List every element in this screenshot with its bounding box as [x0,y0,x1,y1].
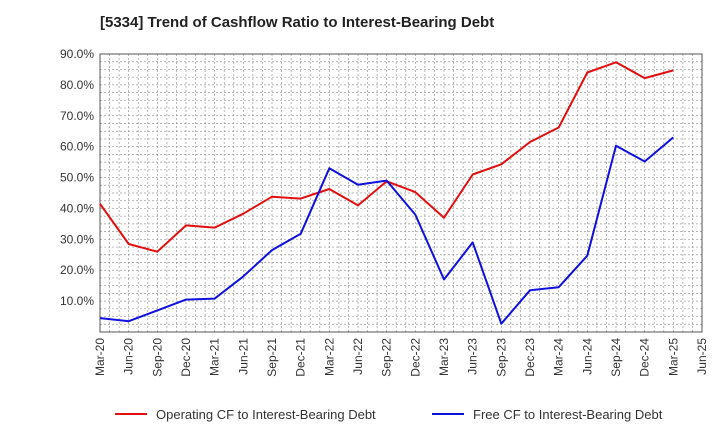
x-tick-label: Jun-21 [236,338,250,375]
series-line-1 [99,136,674,325]
x-tick-label: Jun-22 [351,338,365,375]
x-tick-label: Mar-22 [322,338,336,376]
x-tick-label: Mar-21 [208,338,222,376]
x-tick-label: Mar-20 [93,338,107,376]
y-tick-label: 10.0% [60,294,94,308]
y-tick-label: 90.0% [60,47,94,61]
y-tick-label: 70.0% [60,109,94,123]
x-tick-label: Jun-23 [466,338,480,375]
x-tick-label: Jun-25 [695,338,709,375]
chart-title: [5334] Trend of Cashflow Ratio to Intere… [100,14,495,31]
x-tick-label: Dec-20 [179,338,193,377]
x-tick-label: Sep-24 [609,338,623,377]
y-tick-label: 40.0% [60,201,94,215]
y-tick-label: 60.0% [60,140,94,154]
x-tick-label: Sep-22 [380,338,394,377]
x-tick-label: Sep-23 [494,338,508,377]
x-tick-label: Dec-24 [638,338,652,377]
y-tick-label: 20.0% [60,263,94,277]
x-tick-label: Dec-22 [408,338,422,377]
x-tick-label: Sep-20 [150,338,164,377]
x-tick-label: Dec-21 [294,338,308,377]
x-tick-label: Dec-23 [523,338,537,377]
plot-border [99,53,703,333]
x-tick-label: Jun-24 [580,338,594,375]
legend-label-0: Operating CF to Interest-Bearing Debt [156,407,376,422]
y-tick-label: 30.0% [60,232,94,246]
x-tick-label: Mar-25 [666,338,680,376]
x-tick-label: Mar-24 [552,338,566,376]
y-tick-label: 50.0% [60,171,94,185]
x-tick-label: Jun-20 [122,338,136,375]
y-tick-label: 80.0% [60,78,94,92]
x-tick-label: Mar-23 [437,338,451,376]
x-tick-label: Sep-21 [265,338,279,377]
legend-label-1: Free CF to Interest-Bearing Debt [473,407,663,422]
